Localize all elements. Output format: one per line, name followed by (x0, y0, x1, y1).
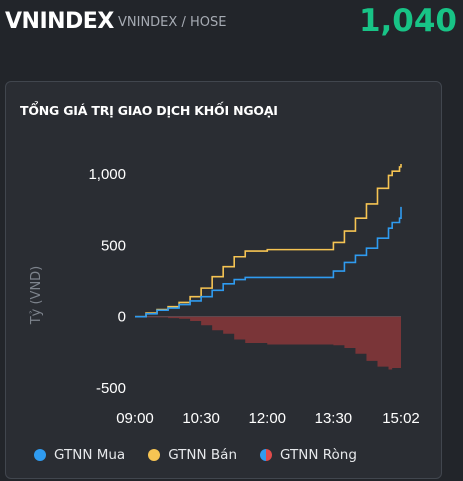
x-tick-label: 12:00 (248, 410, 286, 427)
index-price: 1,040 (358, 3, 457, 39)
series-area-rong (135, 316, 401, 370)
legend-dot-mua (34, 449, 46, 461)
y-tick-label: 0 (118, 309, 126, 326)
series-line-ban (135, 164, 402, 318)
x-tick-label: 13:30 (315, 410, 353, 427)
y-axis-label: Tỷ (VND) (29, 266, 44, 326)
legend-dot-rong (260, 449, 273, 461)
y-tick-label: -500 (96, 380, 126, 397)
y-tick-label: 500 (101, 237, 126, 254)
x-tick-label: 15:02 (382, 410, 420, 427)
card-title: TỔNG GIÁ TRỊ GIAO DỊCH KHỐI NGOẠI (20, 103, 278, 118)
legend-dot-ban (148, 449, 161, 461)
legend-label-mua: GTNN Mua (54, 447, 126, 463)
x-tick-label: 09:00 (116, 410, 154, 427)
x-tick-label: 10:30 (182, 410, 220, 427)
header: VNINDEX VNINDEX / HOSE 1,040 (0, 0, 463, 48)
exchange-subtitle: VNINDEX / HOSE (118, 15, 227, 30)
legend-item-rong[interactable]: GTNN Ròng (260, 447, 357, 463)
chart-legend: GTNN Mua GTNN Bán GTNN Ròng (34, 447, 357, 463)
legend-label-ban: GTNN Bán (168, 447, 238, 463)
series-line-mua (135, 206, 402, 318)
legend-item-mua[interactable]: GTNN Mua (34, 447, 125, 463)
y-tick-label: 1,000 (88, 166, 126, 183)
legend-label-rong: GTNN Ròng (280, 447, 357, 463)
foreign-trading-card: TỔNG GIÁ TRỊ GIAO DỊCH KHỐI NGOẠI (5, 81, 442, 479)
ticker-symbol: VNINDEX (5, 9, 114, 34)
legend-item-ban[interactable]: GTNN Bán (148, 447, 237, 463)
